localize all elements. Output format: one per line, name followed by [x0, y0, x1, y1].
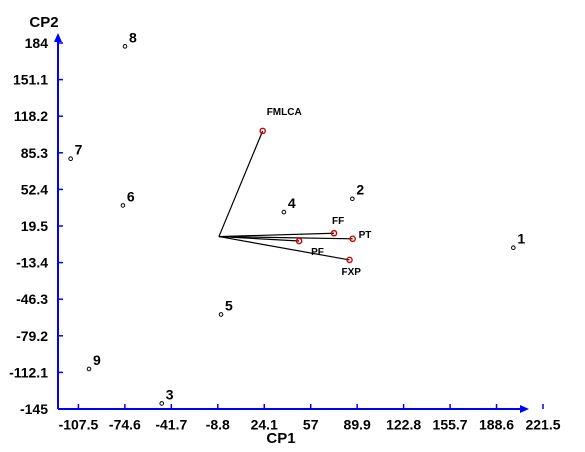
- y-tick-label: -112.1: [9, 364, 48, 380]
- x-tick-label: 122.8: [386, 416, 421, 432]
- vector-line: [218, 232, 335, 238]
- vector-line: [218, 235, 353, 240]
- y-tick-label: 85.3: [21, 145, 48, 161]
- point-label: 4: [288, 195, 296, 211]
- x-tick-label: 89.9: [344, 416, 371, 432]
- vector-label: FXP: [342, 267, 362, 278]
- vector-label: PF: [311, 247, 324, 258]
- data-point: [350, 196, 355, 202]
- x-tick-label: 24.1: [251, 416, 278, 432]
- y-tick-label: 151.1: [13, 72, 48, 88]
- y-axis-arrow: [54, 33, 62, 42]
- data-point: [86, 366, 92, 372]
- x-tick-label: 188.6: [479, 416, 514, 432]
- vector-marker: [349, 235, 356, 243]
- data-point: [218, 312, 224, 317]
- y-tick-label: 118.2: [14, 108, 48, 124]
- point-label: 9: [93, 352, 101, 368]
- y-tick-label: -79.2: [16, 328, 48, 344]
- vector-line: [218, 235, 300, 242]
- x-tick-label: -8.8: [206, 416, 230, 432]
- y-tick-label: -145: [20, 401, 48, 417]
- vector-label: PT: [359, 230, 372, 241]
- y-tick-label: 19.5: [21, 218, 48, 234]
- point-label: 7: [75, 142, 83, 158]
- x-axis-arrow: [520, 405, 529, 413]
- data-point: [122, 44, 128, 49]
- vector-marker: [346, 256, 353, 264]
- vectors: FMLCA FF PT PF FXP: [218, 107, 372, 278]
- axes: -107.5 -74.6 -41.7 -8.8 24.1 57 89.9 122.8 155.7…: [9, 33, 561, 432]
- x-tick-label: 221.5: [525, 416, 560, 432]
- vector-label: FF: [332, 216, 344, 227]
- points: 1 2 3 4 5 6 7 8 9: [68, 29, 525, 406]
- point-label: 8: [129, 29, 137, 45]
- point-label: 5: [225, 297, 233, 313]
- vector-line: [218, 130, 264, 237]
- y-tick-label: -46.3: [16, 291, 48, 307]
- point-label: 3: [166, 386, 174, 402]
- data-point: [281, 209, 287, 215]
- y-tick-label: 184: [25, 35, 49, 51]
- x-tick-label: -74.6: [109, 416, 141, 432]
- x-tick-label: 155.7: [433, 416, 468, 432]
- data-point: [511, 245, 516, 250]
- x-tick-label: 57: [303, 416, 319, 432]
- point-label: 1: [517, 231, 525, 247]
- x-tick-label: -41.7: [155, 416, 187, 432]
- vector-line: [218, 235, 350, 261]
- point-label: 6: [127, 188, 135, 204]
- vector-marker: [330, 229, 338, 237]
- x-tick-label: -107.5: [59, 416, 99, 432]
- x-axis-label: CP1: [266, 430, 295, 447]
- vector-marker: [259, 127, 266, 135]
- y-axis-label: CP2: [29, 14, 58, 31]
- data-point: [120, 203, 126, 208]
- vector-marker: [295, 237, 303, 245]
- data-point: [159, 401, 165, 406]
- point-label: 2: [356, 182, 364, 198]
- y-tick-label: -13.4: [16, 255, 48, 271]
- y-tick-label: 52.4: [21, 181, 48, 197]
- vector-label: FMLCA: [267, 107, 302, 118]
- data-point: [68, 156, 73, 161]
